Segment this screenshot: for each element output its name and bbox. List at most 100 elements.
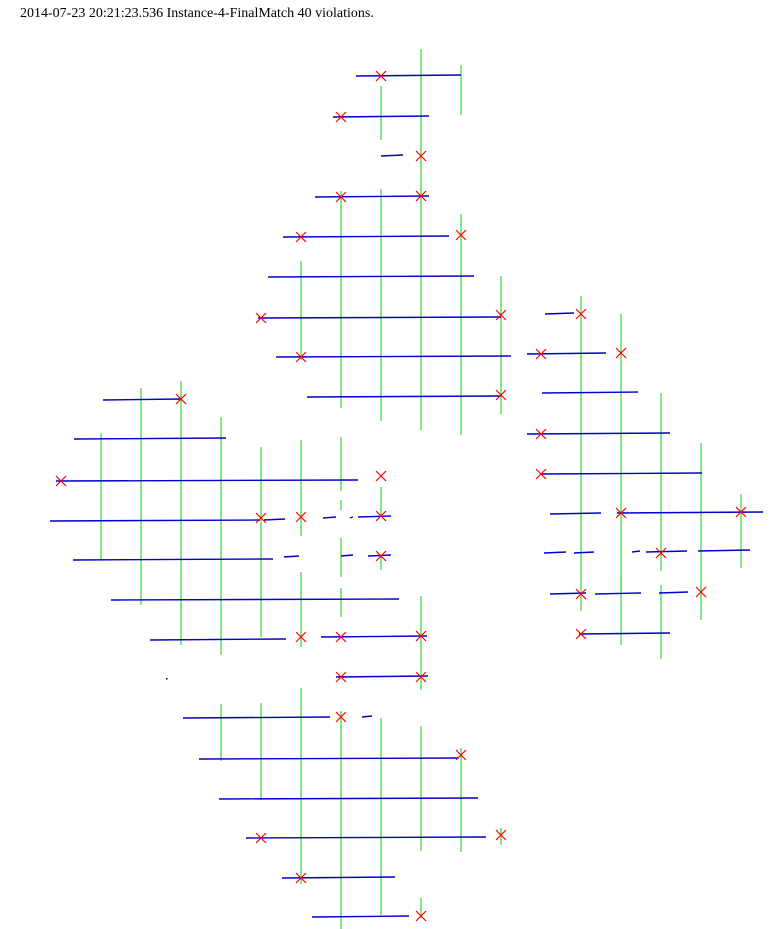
violation-marker-stroke — [295, 351, 307, 363]
violation-marker — [295, 872, 307, 884]
violation-marker-stroke — [535, 348, 547, 360]
violation-marker — [575, 308, 587, 320]
violation-marker-stroke — [415, 630, 427, 642]
horizontal-segment — [543, 551, 567, 554]
horizontal-segment — [526, 352, 607, 355]
stray-dot — [166, 678, 168, 680]
violation-marker-stroke — [415, 150, 427, 162]
horizontal-segment — [218, 797, 479, 800]
violation-marker — [295, 631, 307, 643]
violation-marker-stroke — [175, 393, 187, 405]
horizontal-segment — [102, 398, 182, 401]
violation-marker-stroke — [575, 628, 587, 640]
violation-marker — [295, 511, 307, 523]
violation-marker — [175, 393, 187, 405]
violation-marker-stroke — [375, 70, 387, 82]
violation-marker-stroke — [375, 510, 387, 522]
horizontal-segment — [340, 554, 354, 557]
horizontal-segment — [73, 437, 227, 440]
violation-marker-stroke — [295, 631, 307, 643]
horizontal-segment — [245, 836, 487, 839]
horizontal-segment — [311, 915, 410, 918]
violation-marker-stroke — [415, 671, 427, 683]
horizontal-segment — [355, 74, 462, 77]
violation-marker-stroke — [535, 428, 547, 440]
violation-marker-stroke — [615, 507, 627, 519]
violation-marker-stroke — [575, 308, 587, 320]
violation-marker — [495, 389, 507, 401]
violation-marker-stroke — [295, 231, 307, 243]
violation-marker — [695, 586, 707, 598]
violation-marker-stroke — [375, 550, 387, 562]
violation-marker — [615, 347, 627, 359]
violation-marker-stroke — [455, 229, 467, 241]
violation-marker — [575, 588, 587, 600]
violation-marker-stroke — [735, 506, 747, 518]
horizontal-segment — [658, 591, 689, 594]
horizontal-segment — [380, 154, 404, 157]
horizontal-segment — [263, 518, 286, 521]
violation-marker-stroke — [335, 191, 347, 203]
violation-marker — [455, 749, 467, 761]
horizontal-segment — [306, 395, 502, 398]
horizontal-segment — [616, 511, 764, 514]
vertical-segments — [100, 49, 742, 929]
horizontal-segment — [267, 275, 475, 278]
horizontal-segment — [275, 355, 512, 358]
violation-marker — [375, 470, 387, 482]
violation-marker — [495, 829, 507, 841]
violation-marker — [535, 348, 547, 360]
horizontal-segment — [540, 472, 703, 475]
violation-markers — [55, 70, 747, 922]
violation-marker — [335, 111, 347, 123]
violation-marker-stroke — [495, 309, 507, 321]
violation-marker — [415, 150, 427, 162]
horizontal-segment — [573, 551, 595, 554]
violation-marker — [335, 671, 347, 683]
violation-marker — [535, 428, 547, 440]
horizontal-segment — [283, 555, 300, 558]
horizontal-segment — [631, 550, 641, 553]
horizontal-segment — [281, 876, 396, 879]
violation-marker — [455, 229, 467, 241]
violation-marker-stroke — [255, 312, 267, 324]
violation-marker — [495, 309, 507, 321]
horizontal-segment — [361, 715, 373, 718]
violation-marker — [375, 510, 387, 522]
violation-marker-stroke — [415, 190, 427, 202]
horizontal-segment — [49, 519, 261, 522]
violation-marker — [415, 671, 427, 683]
horizontal-segment — [578, 632, 671, 635]
violation-marker — [255, 512, 267, 524]
violation-marker — [415, 630, 427, 642]
violation-marker — [295, 231, 307, 243]
violation-marker-stroke — [455, 749, 467, 761]
violation-marker-stroke — [335, 111, 347, 123]
violation-marker-stroke — [575, 588, 587, 600]
horizontal-segment — [322, 516, 337, 519]
violation-marker-stroke — [55, 475, 67, 487]
violation-marker-stroke — [335, 671, 347, 683]
violation-marker-stroke — [375, 470, 387, 482]
violation-marker-stroke — [335, 631, 347, 643]
violation-marker — [335, 191, 347, 203]
violation-marker — [415, 190, 427, 202]
horizontal-segment — [149, 638, 287, 641]
horizontal-segment — [349, 516, 354, 519]
horizontal-segment — [367, 554, 392, 557]
horizontal-segment — [282, 235, 450, 238]
violation-marker-stroke — [255, 832, 267, 844]
horizontal-segment — [697, 549, 751, 552]
horizontal-segment — [257, 316, 502, 319]
horizontal-segment — [72, 558, 274, 561]
violation-marker — [415, 910, 427, 922]
horizontal-segment — [182, 716, 331, 719]
violation-marker-stroke — [295, 511, 307, 523]
violation-marker-stroke — [695, 586, 707, 598]
violation-marker — [255, 312, 267, 324]
violation-marker — [375, 70, 387, 82]
violation-marker — [55, 475, 67, 487]
horizontal-segment — [544, 312, 575, 315]
violation-marker — [535, 468, 547, 480]
